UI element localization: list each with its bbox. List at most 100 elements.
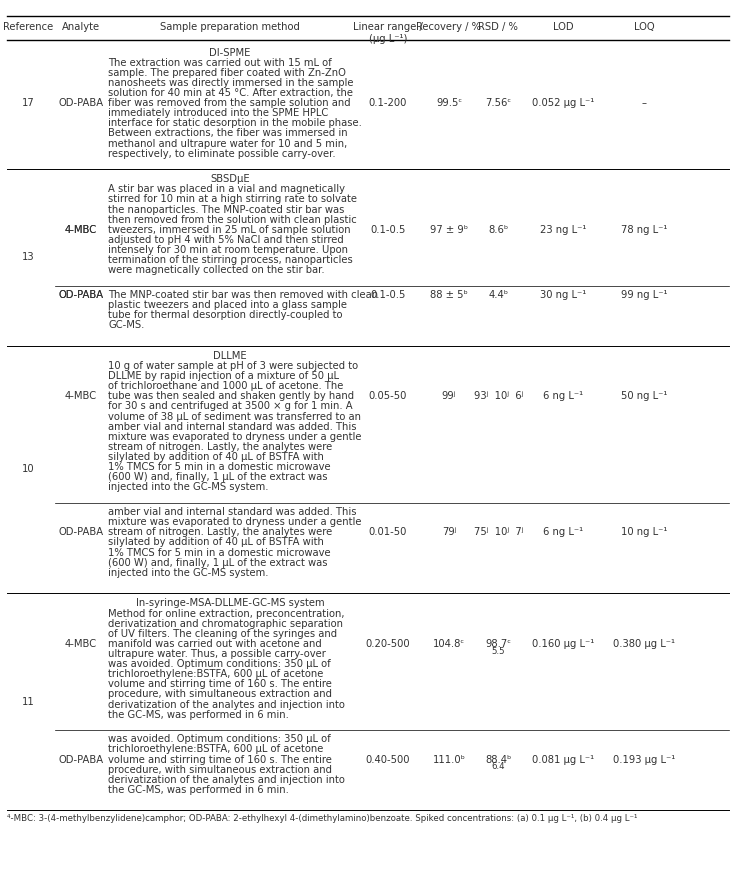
Text: were magnetically collected on the stir bar.: were magnetically collected on the stir …: [108, 265, 325, 275]
Text: –: –: [642, 99, 646, 108]
Text: stream of nitrogen. Lastly, the analytes were: stream of nitrogen. Lastly, the analytes…: [108, 527, 333, 538]
Text: ⁴-MBC: 3-(4-methylbenzylidene)camphor; OD-PABA: 2-ethylhexyl 4-(dimethylamino)be: ⁴-MBC: 3-(4-methylbenzylidene)camphor; O…: [7, 814, 638, 823]
Text: 0.1-0.5: 0.1-0.5: [370, 225, 406, 235]
Text: stirred for 10 min at a high stirring rate to solvate: stirred for 10 min at a high stirring ra…: [108, 194, 357, 204]
Text: 50 ng L⁻¹: 50 ng L⁻¹: [620, 392, 668, 401]
Text: 88.4ᵇ: 88.4ᵇ: [485, 755, 512, 765]
Text: stream of nitrogen. Lastly, the analytes were: stream of nitrogen. Lastly, the analytes…: [108, 442, 333, 452]
Text: intensely for 30 min at room temperature. Upon: intensely for 30 min at room temperature…: [108, 245, 348, 255]
Text: OD-PABA: OD-PABA: [58, 527, 104, 538]
Text: LOQ: LOQ: [634, 22, 654, 32]
Text: 0.081 μg L⁻¹: 0.081 μg L⁻¹: [532, 755, 594, 765]
Text: fiber was removed from the sample solution and: fiber was removed from the sample soluti…: [108, 98, 351, 108]
Text: of trichloroethane and 1000 μL of acetone. The: of trichloroethane and 1000 μL of aceton…: [108, 381, 344, 392]
Text: injected into the GC-MS system.: injected into the GC-MS system.: [108, 568, 269, 578]
Text: derivatization of the analytes and injection into: derivatization of the analytes and injec…: [108, 775, 345, 785]
Text: procedure, with simultaneous extraction and: procedure, with simultaneous extraction …: [108, 765, 332, 774]
Text: silylated by addition of 40 μL of BSTFA with: silylated by addition of 40 μL of BSTFA …: [108, 538, 324, 547]
Text: the GC-MS, was performed in 6 min.: the GC-MS, was performed in 6 min.: [108, 710, 289, 720]
Text: 11: 11: [21, 697, 35, 707]
Text: 79ʲ: 79ʲ: [442, 527, 456, 538]
Text: 10: 10: [21, 465, 35, 474]
Text: was avoided. Optimum conditions: 350 μL of: was avoided. Optimum conditions: 350 μL …: [108, 659, 331, 669]
Text: 4.4ᵇ: 4.4ᵇ: [488, 290, 509, 300]
Text: (600 W) and, finally, 1 μL of the extract was: (600 W) and, finally, 1 μL of the extrac…: [108, 473, 328, 482]
Text: manifold was carried out with acetone and: manifold was carried out with acetone an…: [108, 639, 322, 649]
Text: injected into the GC-MS system.: injected into the GC-MS system.: [108, 482, 269, 493]
Text: 4-MBC: 4-MBC: [65, 225, 97, 235]
Text: 0.380 μg L⁻¹: 0.380 μg L⁻¹: [613, 639, 675, 649]
Text: adjusted to pH 4 with 5% NaCl and then stirred: adjusted to pH 4 with 5% NaCl and then s…: [108, 235, 344, 245]
Text: Recovery / %: Recovery / %: [417, 22, 481, 32]
Text: 17: 17: [21, 99, 35, 108]
Text: OD-PABA: OD-PABA: [58, 755, 104, 765]
Text: solution for 40 min at 45 °C. After extraction, the: solution for 40 min at 45 °C. After extr…: [108, 88, 353, 98]
Text: volume and stirring time of 160 s. The entire: volume and stirring time of 160 s. The e…: [108, 679, 332, 689]
Text: 104.8ᶜ: 104.8ᶜ: [433, 639, 465, 649]
Text: DLLME by rapid injection of a mixture of 50 μL: DLLME by rapid injection of a mixture of…: [108, 371, 339, 381]
Text: 30 ng L⁻¹: 30 ng L⁻¹: [540, 290, 586, 300]
Text: 5.5: 5.5: [492, 647, 505, 656]
Text: amber vial and internal standard was added. This: amber vial and internal standard was add…: [108, 422, 357, 432]
Text: In-syringe-MSA-DLLME-GC-MS system: In-syringe-MSA-DLLME-GC-MS system: [135, 598, 325, 608]
Text: Sample preparation method: Sample preparation method: [160, 22, 300, 32]
Text: trichloroethylene:BSTFA, 600 μL of acetone: trichloroethylene:BSTFA, 600 μL of aceto…: [108, 670, 324, 679]
Text: 7.56ᶜ: 7.56ᶜ: [485, 99, 512, 108]
Text: 0.1-200: 0.1-200: [369, 99, 407, 108]
Text: derivatization and chromatographic separation: derivatization and chromatographic separ…: [108, 619, 343, 628]
Text: 6 ng L⁻¹: 6 ng L⁻¹: [543, 527, 583, 538]
Text: The MNP-coated stir bar was then removed with clean: The MNP-coated stir bar was then removed…: [108, 290, 378, 300]
Text: 4-MBC: 4-MBC: [65, 392, 97, 401]
Text: ultrapure water. Thus, a possible carry-over: ultrapure water. Thus, a possible carry-…: [108, 649, 326, 659]
Text: Reference: Reference: [3, 22, 53, 32]
Text: the nanoparticles. The MNP-coated stir bar was: the nanoparticles. The MNP-coated stir b…: [108, 204, 344, 215]
Text: SBSDμE: SBSDμE: [210, 174, 250, 184]
Text: silylated by addition of 40 μL of BSTFA with: silylated by addition of 40 μL of BSTFA …: [108, 452, 324, 462]
Text: trichloroethylene:BSTFA, 600 μL of acetone: trichloroethylene:BSTFA, 600 μL of aceto…: [108, 744, 324, 754]
Text: 0.01-50: 0.01-50: [369, 527, 407, 538]
Text: 93ʲ  10ʲ  6ʲ: 93ʲ 10ʲ 6ʲ: [473, 392, 523, 401]
Text: A stir bar was placed in a vial and magnetically: A stir bar was placed in a vial and magn…: [108, 184, 345, 194]
Text: 75ʲ  10ʲ  7ʲ: 75ʲ 10ʲ 7ʲ: [473, 527, 523, 538]
Text: volume and stirring time of 160 s. The entire: volume and stirring time of 160 s. The e…: [108, 755, 332, 765]
Text: Between extractions, the fiber was immersed in: Between extractions, the fiber was immer…: [108, 128, 348, 138]
Text: amber vial and internal standard was added. This: amber vial and internal standard was add…: [108, 507, 357, 517]
Text: OD-PABA: OD-PABA: [58, 290, 104, 300]
Text: RSD / %: RSD / %: [478, 22, 518, 32]
Text: was avoided. Optimum conditions: 350 μL of: was avoided. Optimum conditions: 350 μL …: [108, 734, 331, 744]
Text: GC-MS.: GC-MS.: [108, 320, 144, 330]
Text: 99ʲ: 99ʲ: [442, 392, 456, 401]
Text: immediately introduced into the SPME HPLC: immediately introduced into the SPME HPL…: [108, 108, 328, 118]
Text: 0.40-500: 0.40-500: [366, 755, 410, 765]
Text: 8.6ᵇ: 8.6ᵇ: [488, 225, 509, 235]
Text: Linear range /
(μg L⁻¹): Linear range / (μg L⁻¹): [353, 22, 422, 44]
Text: The extraction was carried out with 15 mL of: The extraction was carried out with 15 m…: [108, 57, 332, 68]
Text: 0.160 μg L⁻¹: 0.160 μg L⁻¹: [532, 639, 594, 649]
Text: 0.1-0.5: 0.1-0.5: [370, 290, 406, 300]
Text: OD-PABA: OD-PABA: [58, 99, 104, 108]
Text: nanosheets was directly immersed in the sample: nanosheets was directly immersed in the …: [108, 77, 354, 88]
Text: respectively, to eliminate possible carry-over.: respectively, to eliminate possible carr…: [108, 149, 336, 158]
Text: Analyte: Analyte: [62, 22, 100, 32]
Text: for 30 s and centrifuged at 3500 × g for 1 min. A: for 30 s and centrifuged at 3500 × g for…: [108, 401, 353, 412]
Text: derivatization of the analytes and injection into: derivatization of the analytes and injec…: [108, 700, 345, 709]
Text: 4-MBC: 4-MBC: [65, 639, 97, 649]
Text: tube was then sealed and shaken gently by hand: tube was then sealed and shaken gently b…: [108, 392, 354, 401]
Text: then removed from the solution with clean plastic: then removed from the solution with clea…: [108, 215, 357, 224]
Text: 111.0ᵇ: 111.0ᵇ: [433, 755, 465, 765]
Text: 99.5ᶜ: 99.5ᶜ: [436, 99, 462, 108]
Text: 1% TMCS for 5 min in a domestic microwave: 1% TMCS for 5 min in a domestic microwav…: [108, 547, 330, 558]
Text: 0.052 μg L⁻¹: 0.052 μg L⁻¹: [532, 99, 594, 108]
Text: DLLME: DLLME: [213, 351, 247, 361]
Text: 1% TMCS for 5 min in a domestic microwave: 1% TMCS for 5 min in a domestic microwav…: [108, 462, 330, 473]
Text: Method for online extraction, preconcentration,: Method for online extraction, preconcent…: [108, 609, 344, 619]
Text: 0.05-50: 0.05-50: [369, 392, 407, 401]
Text: 0.193 μg L⁻¹: 0.193 μg L⁻¹: [613, 755, 675, 765]
Text: 98.7ᶜ: 98.7ᶜ: [485, 639, 512, 649]
Text: the GC-MS, was performed in 6 min.: the GC-MS, was performed in 6 min.: [108, 785, 289, 795]
Text: volume of 38 μL of sediment was transferred to an: volume of 38 μL of sediment was transfer…: [108, 412, 361, 422]
Text: tweezers, immersed in 25 mL of sample solution: tweezers, immersed in 25 mL of sample so…: [108, 224, 351, 235]
Text: sample. The prepared fiber coated with Zn-ZnO: sample. The prepared fiber coated with Z…: [108, 68, 346, 77]
Text: 99 ng L⁻¹: 99 ng L⁻¹: [620, 290, 668, 300]
Text: 4-MBC: 4-MBC: [65, 225, 97, 235]
